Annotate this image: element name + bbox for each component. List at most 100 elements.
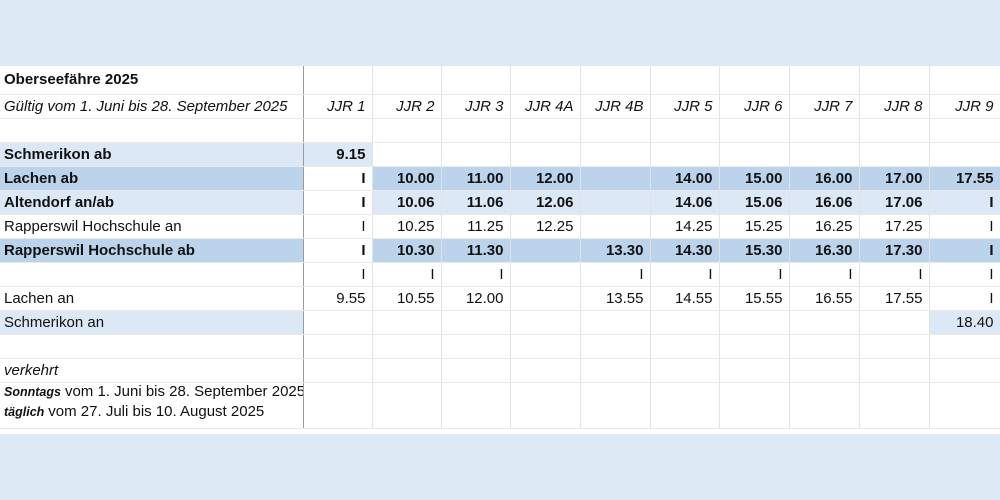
empty-cell bbox=[580, 66, 651, 95]
empty-cell bbox=[929, 358, 1000, 383]
time-cell bbox=[441, 142, 511, 167]
stop-label: Lachen ab bbox=[0, 166, 304, 191]
validity-subtitle: Gültig vom 1. Juni bis 28. September 202… bbox=[0, 94, 304, 119]
stop-label: Rapperswil Hochschule ab bbox=[0, 238, 304, 263]
time-cell: 14.55 bbox=[650, 286, 720, 311]
column-header: JJR 9 bbox=[929, 94, 1000, 119]
time-cell: I bbox=[303, 166, 373, 191]
time-cell: I bbox=[929, 190, 1000, 215]
header-row: Gültig vom 1. Juni bis 28. September 202… bbox=[0, 94, 1000, 119]
time-cell: 17.30 bbox=[859, 238, 930, 263]
empty-cell bbox=[859, 358, 930, 383]
empty-cell bbox=[650, 118, 720, 143]
stop-label: Schmerikon ab bbox=[0, 142, 304, 167]
timetable-row: Lachen ab I 10.00 11.00 12.00 14.00 15.00 16.00… bbox=[0, 166, 1000, 191]
time-cell: I bbox=[929, 214, 1000, 239]
empty-cell bbox=[510, 118, 581, 143]
time-cell: 17.25 bbox=[859, 214, 930, 239]
empty-cell bbox=[303, 382, 373, 429]
empty-cell bbox=[929, 118, 1000, 143]
column-header: JJR 4B bbox=[580, 94, 651, 119]
empty-cell bbox=[441, 358, 511, 383]
empty-cell bbox=[441, 66, 511, 95]
time-cell bbox=[580, 166, 651, 191]
time-cell bbox=[441, 310, 511, 335]
empty-cell bbox=[859, 334, 930, 359]
empty-cell bbox=[580, 382, 651, 429]
empty-cell bbox=[510, 334, 581, 359]
time-cell: 13.30 bbox=[580, 238, 651, 263]
column-header: JJR 5 bbox=[650, 94, 720, 119]
empty-cell bbox=[859, 118, 930, 143]
time-cell: 9.15 bbox=[303, 142, 373, 167]
empty-cell bbox=[303, 118, 373, 143]
time-cell: 16.25 bbox=[789, 214, 860, 239]
timetable-row: Schmerikon an 18.40 bbox=[0, 310, 1000, 335]
time-cell: 10.30 bbox=[372, 238, 442, 263]
daily-note: täglich vom 27. Juli bis 10. August 2025 bbox=[4, 403, 297, 420]
time-cell: 15.55 bbox=[719, 286, 790, 311]
time-cell: 9.55 bbox=[303, 286, 373, 311]
time-cell: 12.25 bbox=[510, 214, 581, 239]
time-cell: 12.00 bbox=[441, 286, 511, 311]
time-cell: I bbox=[303, 190, 373, 215]
time-cell: I bbox=[372, 262, 442, 287]
time-cell: I bbox=[650, 262, 720, 287]
column-header: JJR 6 bbox=[719, 94, 790, 119]
empty-cell bbox=[372, 358, 442, 383]
time-cell bbox=[859, 142, 930, 167]
time-cell: 15.30 bbox=[719, 238, 790, 263]
stop-label: Altendorf an/ab bbox=[0, 190, 304, 215]
empty-cell bbox=[303, 358, 373, 383]
time-cell: I bbox=[441, 262, 511, 287]
timetable-row: Altendorf an/ab I 10.06 11.06 12.06 14.06 15.0… bbox=[0, 190, 1000, 215]
service-notes: Sonntags vom 1. Juni bis 28. September 20… bbox=[0, 382, 304, 429]
empty-cell bbox=[719, 358, 790, 383]
time-cell bbox=[580, 214, 651, 239]
time-cell: I bbox=[303, 214, 373, 239]
empty-cell bbox=[372, 334, 442, 359]
empty-cell bbox=[929, 334, 1000, 359]
page-title: Oberseefähre 2025 bbox=[0, 66, 304, 95]
empty-cell bbox=[719, 334, 790, 359]
empty-cell bbox=[929, 66, 1000, 95]
time-cell: I bbox=[303, 262, 373, 287]
empty-cell bbox=[789, 66, 860, 95]
time-cell: 10.06 bbox=[372, 190, 442, 215]
time-cell: I bbox=[929, 262, 1000, 287]
timetable-row: Rapperswil Hochschule ab I 10.30 11.30 13.30… bbox=[0, 238, 1000, 263]
column-header: JJR 2 bbox=[372, 94, 442, 119]
time-cell: 10.00 bbox=[372, 166, 442, 191]
timetable-row: Schmerikon ab 9.15 bbox=[0, 142, 1000, 167]
time-cell bbox=[510, 262, 581, 287]
daily-text: vom 27. Juli bis 10. August 2025 bbox=[48, 402, 265, 420]
time-cell bbox=[580, 190, 651, 215]
column-header: JJR 1 bbox=[303, 94, 373, 119]
time-cell: 14.00 bbox=[650, 166, 720, 191]
time-cell: I bbox=[580, 262, 651, 287]
time-cell: 11.25 bbox=[441, 214, 511, 239]
empty-cell bbox=[789, 382, 860, 429]
time-cell: 12.06 bbox=[510, 190, 581, 215]
time-cell bbox=[789, 310, 860, 335]
stop-label: Schmerikon an bbox=[0, 310, 304, 335]
time-cell: 11.00 bbox=[441, 166, 511, 191]
time-cell bbox=[719, 310, 790, 335]
empty-cell bbox=[510, 66, 581, 95]
time-cell: 17.55 bbox=[859, 286, 930, 311]
time-cell bbox=[510, 310, 581, 335]
stop-label bbox=[0, 262, 304, 287]
notes-row: Sonntags vom 1. Juni bis 28. September 20… bbox=[0, 382, 1000, 429]
sunday-text: vom 1. Juni bis 28. September 2025 bbox=[64, 382, 303, 400]
empty-cell bbox=[719, 66, 790, 95]
daily-label: täglich bbox=[4, 404, 45, 419]
time-cell: 10.25 bbox=[372, 214, 442, 239]
time-cell: 14.25 bbox=[650, 214, 720, 239]
time-cell: I bbox=[929, 238, 1000, 263]
empty-cell bbox=[859, 382, 930, 429]
empty-cell bbox=[372, 66, 442, 95]
time-cell bbox=[510, 286, 581, 311]
empty-cell bbox=[650, 66, 720, 95]
time-cell bbox=[859, 310, 930, 335]
